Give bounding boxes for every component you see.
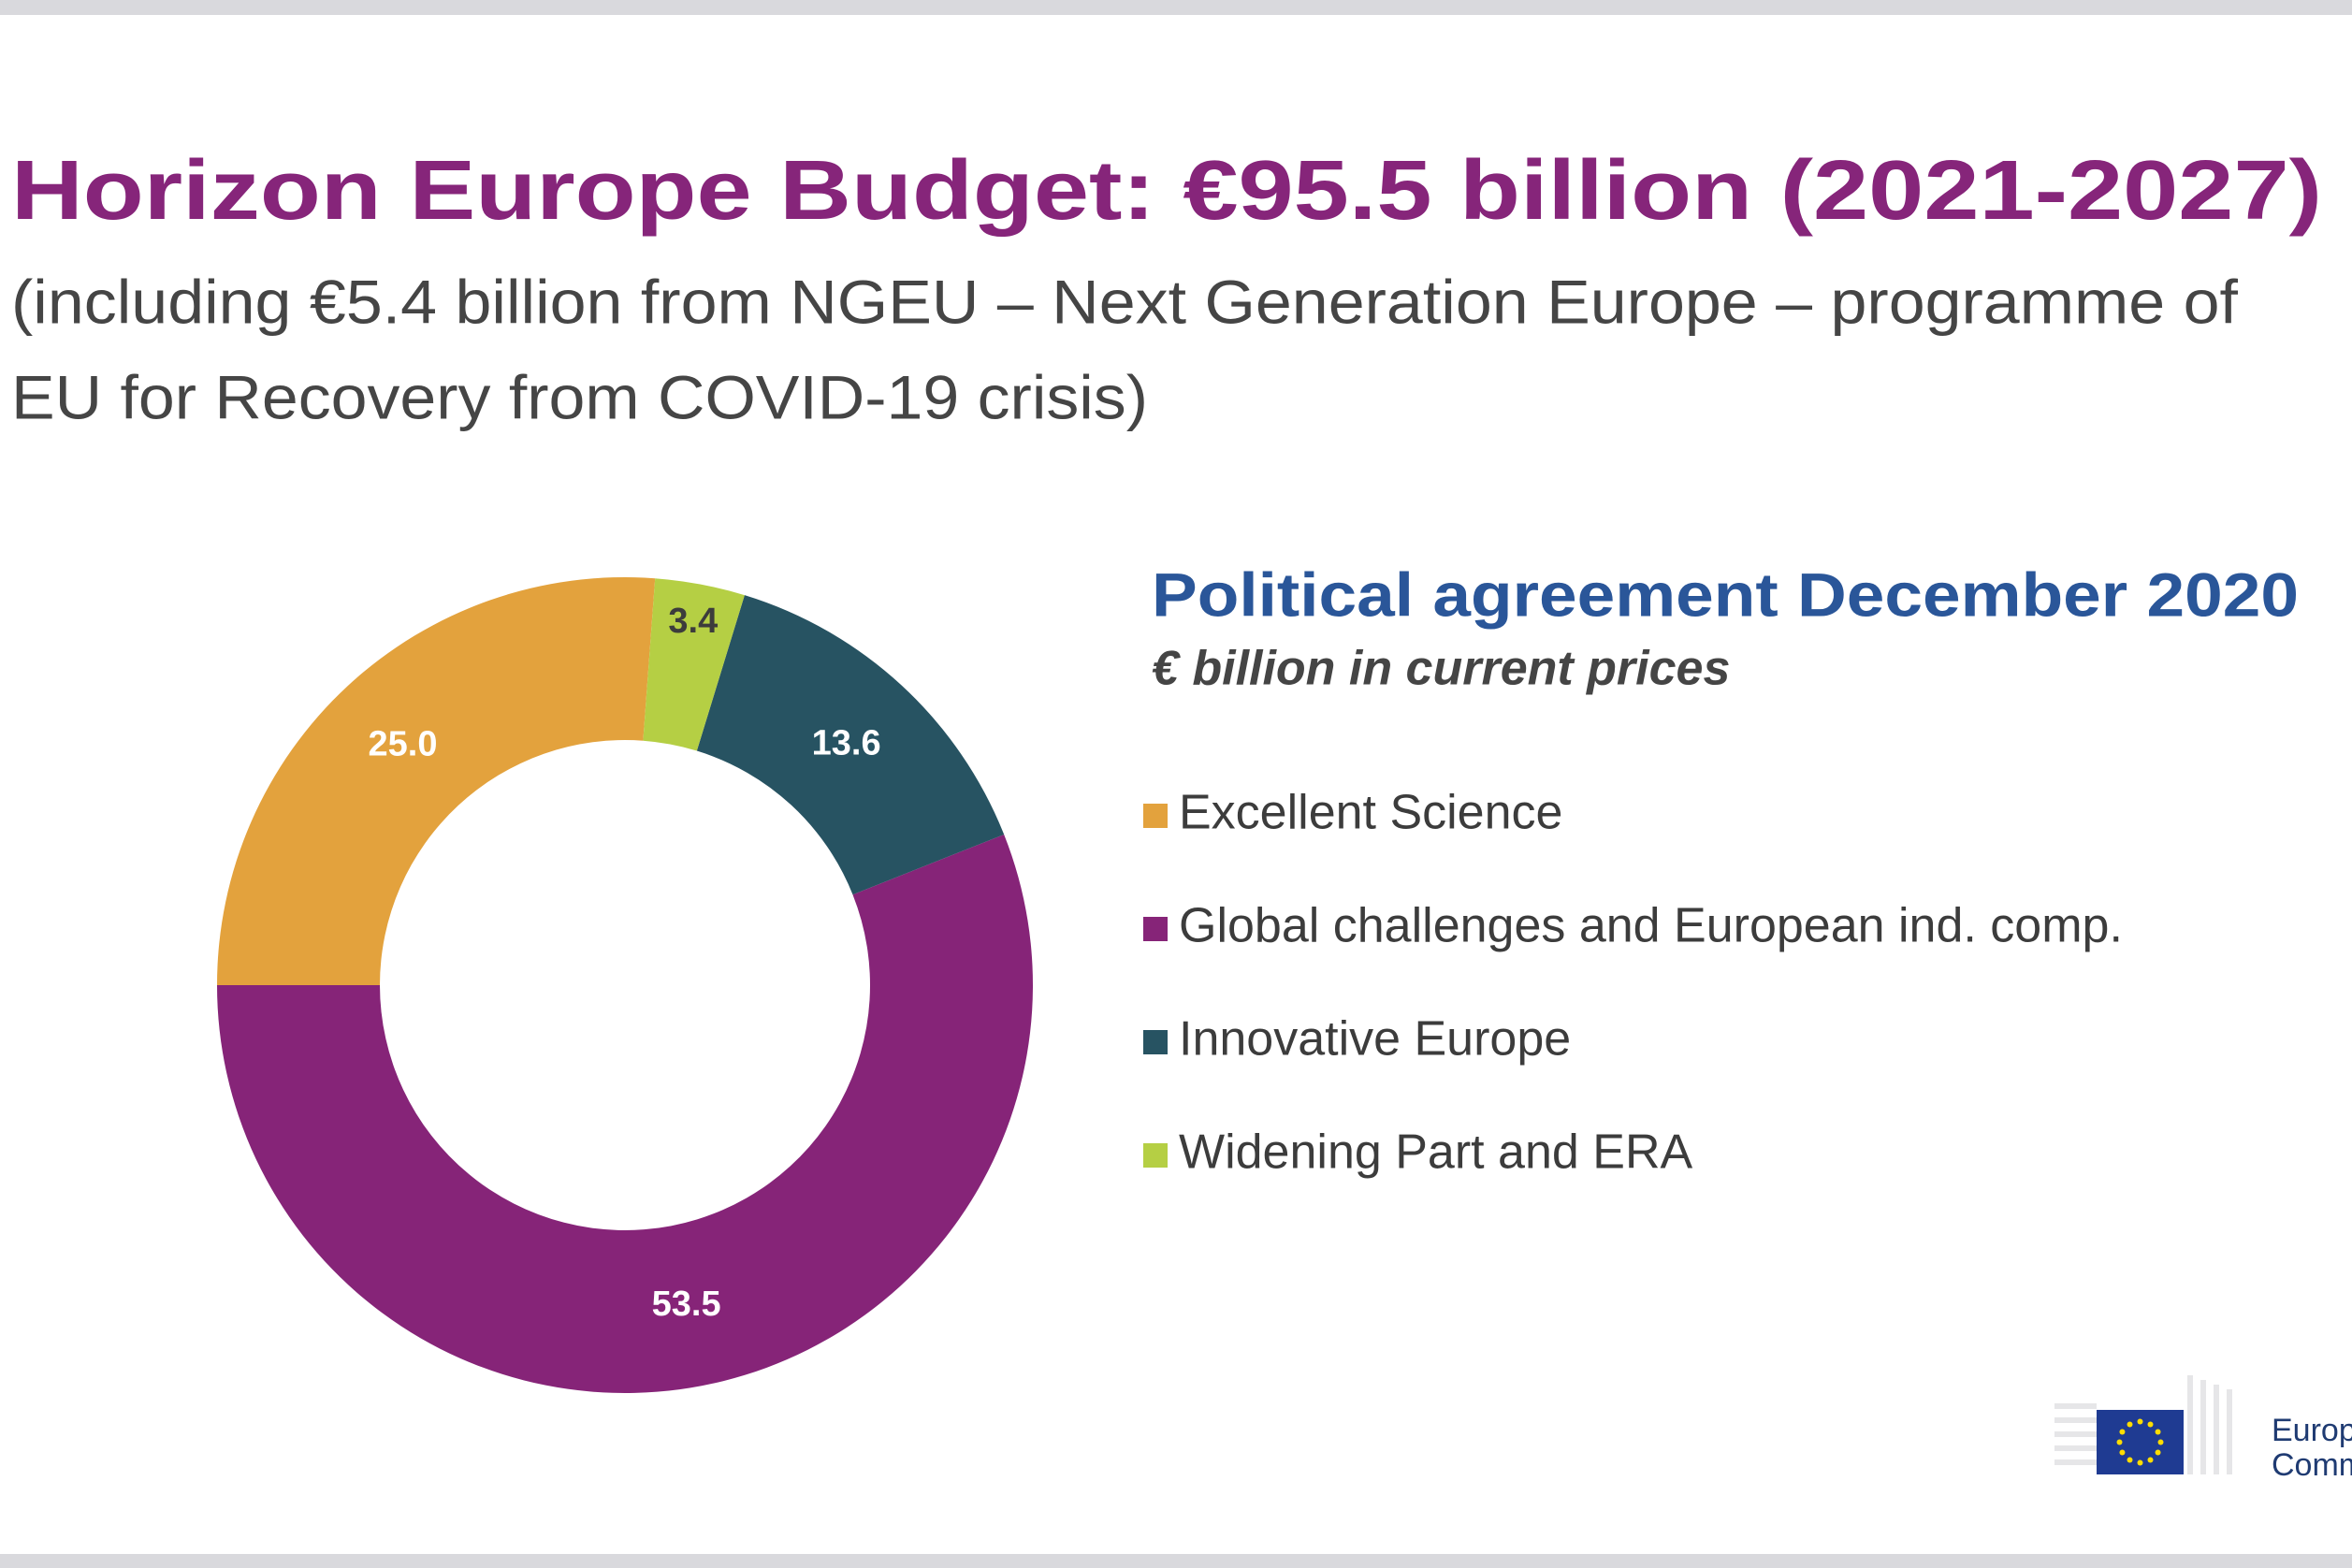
star — [2147, 1457, 2154, 1463]
legend-label: Excellent Science — [1179, 786, 1562, 840]
star — [2147, 1421, 2154, 1428]
logo-stripes — [2054, 1375, 2232, 1474]
data-label: 25.0 — [369, 724, 438, 763]
star — [2157, 1439, 2164, 1445]
legend-swatch — [1143, 804, 1168, 828]
donut-segment — [217, 576, 656, 986]
data-label: 53.5 — [652, 1285, 721, 1324]
legend-swatch — [1143, 1143, 1168, 1168]
legend-label: Global challenges and European ind. comp… — [1179, 899, 2123, 953]
donut-segment — [217, 834, 1033, 1393]
bottom-bar — [0, 1554, 2352, 1568]
top-bar — [0, 0, 2352, 15]
star — [2137, 1459, 2143, 1466]
logo-text: European — [2272, 1413, 2352, 1448]
chart-subtitle: € billion in current prices — [1152, 642, 1730, 696]
star — [2127, 1421, 2133, 1428]
legend-label: Innovative Europe — [1179, 1012, 1571, 1067]
data-label: 3.4 — [668, 602, 718, 641]
slide-subtitle: (including €5.4 billion from NGEU – Next… — [11, 267, 2239, 336]
legend-swatch — [1143, 1030, 1168, 1054]
donut-segment — [643, 578, 745, 751]
logo: European Commission — [2054, 1375, 2352, 1483]
star — [2119, 1429, 2126, 1435]
star — [2155, 1429, 2161, 1435]
legend-label: Widening Part and ERA — [1179, 1125, 1692, 1180]
legend-swatch — [1143, 917, 1168, 941]
star — [2137, 1418, 2143, 1425]
logo-text: Commission — [2272, 1447, 2352, 1483]
eu-stars — [2116, 1418, 2164, 1466]
data-label: 13.6 — [812, 724, 881, 763]
chart-title: Political agreement December 2020 — [1152, 559, 2299, 629]
star — [2116, 1439, 2123, 1445]
slide-title: Horizon Europe Budget: €95.5 billion (20… — [11, 144, 2322, 238]
star — [2155, 1449, 2161, 1456]
star — [2119, 1449, 2126, 1456]
donut-segment — [696, 595, 1005, 895]
star — [2127, 1457, 2133, 1463]
slide-subtitle: EU for Recovery from COVID-19 crisis) — [11, 362, 1148, 431]
